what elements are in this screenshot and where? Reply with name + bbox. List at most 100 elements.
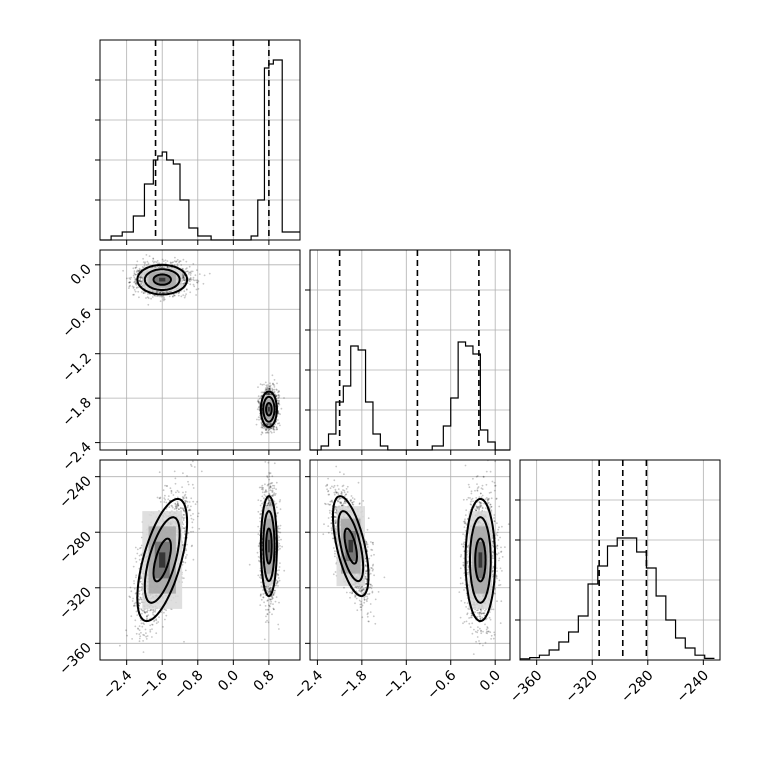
sample-point — [265, 389, 267, 391]
sample-point — [151, 612, 154, 614]
sample-point — [185, 288, 188, 291]
sample-point — [277, 410, 280, 412]
sample-point — [182, 276, 185, 279]
sample-point — [277, 402, 280, 405]
sample-point — [260, 423, 263, 426]
sample-point — [138, 296, 140, 299]
sample-point — [193, 279, 196, 282]
sample-point — [273, 386, 276, 388]
sample-point — [137, 290, 140, 293]
sample-point — [264, 431, 267, 434]
sample-point — [159, 291, 162, 294]
sample-point — [178, 508, 180, 510]
sample-point — [159, 291, 161, 294]
sample-point — [189, 291, 192, 294]
sample-point — [174, 502, 177, 505]
sample-point — [153, 619, 156, 622]
sample-point — [151, 296, 154, 298]
sample-point — [273, 425, 276, 428]
sample-point — [191, 483, 194, 486]
sample-point — [140, 275, 143, 277]
sample-point — [140, 575, 142, 577]
sample-point — [182, 523, 185, 526]
sample-point — [186, 270, 189, 273]
sample-point — [175, 504, 178, 507]
sample-point — [155, 618, 158, 621]
sample-point — [185, 293, 188, 295]
sample-point — [177, 292, 180, 294]
sample-point — [278, 396, 280, 399]
sample-point — [169, 262, 172, 265]
sample-point — [257, 416, 260, 419]
sample-point — [269, 423, 271, 425]
sample-point — [200, 470, 203, 473]
sample-point — [147, 293, 149, 295]
sample-point — [138, 554, 141, 557]
sample-point — [178, 292, 180, 294]
sample-point — [183, 495, 186, 497]
sample-point — [277, 400, 280, 403]
sample-point — [171, 506, 174, 509]
sample-point — [273, 391, 276, 393]
sample-point — [185, 288, 188, 291]
sample-point — [173, 508, 176, 510]
sample-point — [144, 610, 146, 613]
sample-point — [186, 554, 188, 556]
sample-point — [146, 614, 149, 617]
sample-point — [164, 262, 167, 264]
sample-point — [183, 274, 185, 276]
sample-point — [133, 272, 136, 274]
sample-point — [262, 391, 264, 394]
sample-point — [140, 589, 143, 592]
sample-point — [172, 261, 175, 263]
sample-point — [269, 393, 272, 396]
sample-point — [197, 280, 200, 283]
sample-point — [196, 281, 199, 284]
sample-point — [183, 510, 186, 513]
sample-point — [134, 601, 137, 604]
sample-point — [156, 262, 159, 265]
sample-point — [147, 297, 150, 299]
sample-point — [140, 598, 142, 601]
sample-point — [278, 390, 280, 393]
sample-point — [270, 427, 273, 429]
sample-point — [136, 286, 139, 289]
sample-point — [163, 292, 165, 294]
sample-point — [182, 527, 185, 529]
sample-point — [195, 279, 197, 282]
sample-point — [159, 265, 162, 268]
contour-inner — [265, 401, 273, 417]
sample-point — [132, 267, 135, 270]
sample-point — [176, 505, 179, 508]
sample-point — [152, 261, 155, 264]
density-block — [159, 277, 166, 282]
sample-point — [186, 506, 189, 509]
sample-point — [266, 423, 268, 425]
sample-point — [268, 428, 271, 431]
sample-point — [138, 640, 141, 643]
sample-point — [179, 506, 182, 509]
sample-point — [268, 392, 271, 395]
sample-point — [168, 506, 171, 508]
sample-point — [267, 393, 270, 395]
sample-point — [193, 285, 196, 288]
sample-point — [152, 257, 155, 260]
sample-point — [134, 546, 137, 549]
sample-point — [171, 505, 174, 507]
sample-point — [265, 388, 267, 391]
sample-point — [162, 291, 165, 294]
scatter-panel-param-2-vs-param-0: −2.4 −1.6 −0.8 0.0 0.8−240−280−320−360 — [56, 435, 301, 703]
sample-point — [264, 389, 267, 391]
sample-point — [191, 435, 193, 437]
sample-point — [188, 279, 191, 282]
sample-point — [137, 627, 139, 630]
sample-point — [268, 387, 271, 390]
sample-point — [139, 276, 142, 278]
sample-point — [172, 295, 174, 298]
sample-point — [190, 279, 193, 281]
sample-point — [129, 281, 132, 284]
y-tick-label: −0.6 — [59, 306, 94, 341]
sample-point — [208, 272, 211, 275]
sample-point — [267, 393, 270, 396]
sample-point — [139, 283, 142, 285]
